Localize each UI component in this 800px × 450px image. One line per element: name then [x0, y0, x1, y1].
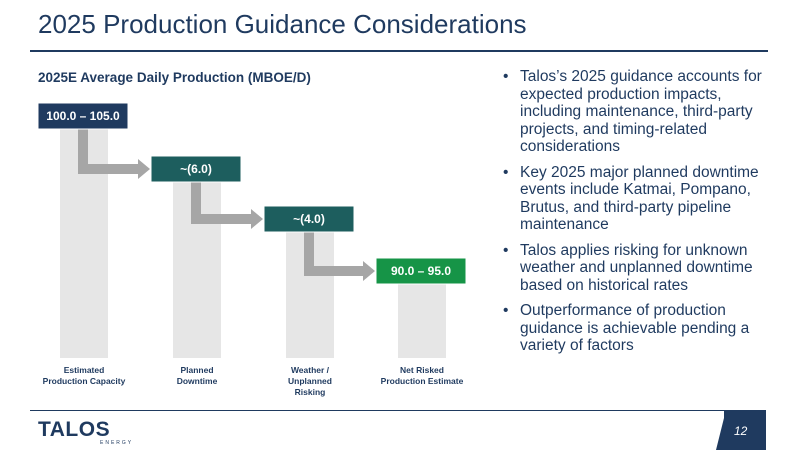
- chart-title: 2025E Average Daily Production (MBOE/D): [38, 70, 311, 85]
- slide-title: 2025 Production Guidance Considerations: [38, 9, 527, 39]
- value-label-box: [150, 155, 242, 183]
- waterfall-chart: 100.0 – 105.0 ~(6.0) ~(4.0) 90.0 – 95.0 Esti…: [37, 102, 467, 397]
- category-label: Production Capacity: [43, 376, 126, 386]
- connector-arrow: [191, 182, 263, 229]
- bullet-item: Talos’s 2025 guidance accounts for expec…: [500, 68, 768, 156]
- category-label: Net Risked: [400, 365, 444, 375]
- category-label: Downtime: [177, 376, 218, 386]
- value-label-box: [263, 205, 355, 233]
- connector-arrow: [304, 232, 375, 281]
- value-label: ~(6.0): [180, 162, 212, 176]
- category-label: Estimated: [64, 365, 105, 375]
- category-label: Planned: [180, 365, 213, 375]
- category-label: Weather /: [291, 365, 330, 375]
- logo-subtext: ENERGY: [100, 440, 134, 446]
- connector-arrow: [78, 129, 150, 179]
- bullet-item: Outperformance of production guidance is…: [500, 302, 768, 355]
- bullet-item: Talos applies risking for unknown weathe…: [500, 242, 768, 295]
- category-label: Unplanned: [288, 376, 332, 386]
- bullet-list: Talos’s 2025 guidance accounts for expec…: [500, 68, 768, 363]
- value-label-box: [37, 102, 129, 130]
- value-label-box: [375, 257, 467, 285]
- waterfall-bar: [398, 284, 446, 358]
- logo-wordmark: TALOS: [38, 418, 111, 441]
- bullet-item: Key 2025 major planned downtime events i…: [500, 164, 768, 234]
- talos-logo: TALOS ENERGY: [38, 418, 131, 446]
- category-label: Production Estimate: [381, 376, 464, 386]
- page-number-tab-slant: [716, 410, 726, 450]
- page-number-tab: [724, 410, 766, 450]
- value-label: 90.0 – 95.0: [391, 264, 451, 278]
- page-number: 12: [734, 424, 748, 438]
- category-label: Risking: [295, 387, 326, 397]
- title-divider: [30, 50, 768, 52]
- value-label: ~(4.0): [293, 212, 325, 226]
- footer-divider: [30, 410, 730, 411]
- value-label: 100.0 – 105.0: [46, 109, 120, 123]
